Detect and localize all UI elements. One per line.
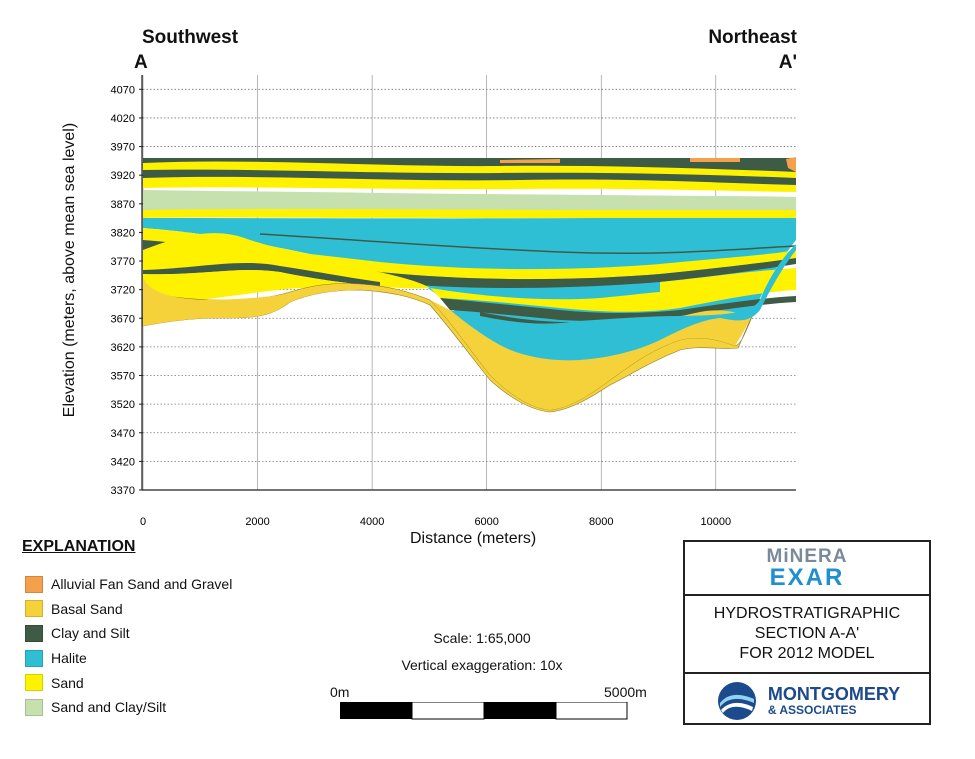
stratigraphic-layers [142,157,797,413]
figure-title-line2: SECTION A-A' [754,625,860,642]
client-name-top: MiNERA [766,545,848,567]
layer-clay-in-halite [259,233,797,255]
legend-item: Halite [25,646,232,671]
explanation-title: EXPLANATION [22,538,136,555]
y-tick-label: 3670 [111,313,135,325]
consultant-subname: & ASSOCIATES [767,702,857,717]
layer-basal-sand-west [143,278,360,326]
legend-label: Alluvial Fan Sand and Gravel [51,576,233,593]
scale-bar-segment [411,702,485,720]
wave-logo-icon [717,681,756,720]
layer-clay-central [440,296,796,322]
y-axis-label: Elevation (meters, above mean sea level) [61,122,78,418]
x-tick-label: 6000 [474,516,498,528]
layer-sand-mid [143,209,796,219]
layer-sand-in-halite [143,228,796,280]
y-tick-label: 3970 [111,142,135,154]
y-tick-label: 3720 [111,285,135,297]
y-tick-label: 3470 [111,428,135,440]
legend-swatch [25,698,43,716]
layer-halite-deep [450,244,796,361]
layer-sand-clay-silt [143,190,796,212]
endpoint-a-label: A [134,52,148,73]
layer-clay-basin-floor [480,312,570,324]
vertical-exaggeration-text: Vertical exaggeration: 10x [401,657,563,673]
northeast-label: Northeast [708,27,797,48]
y-tick-label: 4020 [111,113,135,125]
legend-swatch [25,600,43,618]
legend-swatch [25,624,43,642]
x-tick-label: 8000 [589,516,613,528]
legend-label: Halite [51,650,87,667]
y-tick-labels: 4070 4020 3970 3920 3870 3820 3770 3720 3670 3620… [111,84,143,497]
scale-bar-segment [484,702,556,719]
consultant-logo: MONTGOMERY & ASSOCIATES [685,674,929,727]
client-logo: MiNERA EXAR [685,542,929,596]
legend-label: Basal Sand [51,600,123,617]
y-tick-label: 4070 [111,84,135,96]
legend-label: Sand and Clay/Silt [51,699,167,716]
x-tick-label: 0 [140,516,146,528]
figure-title-line1: HYDROSTRATIGRAPHIC [713,605,901,622]
legend-item: Sand and Clay/Silt [25,695,232,720]
legend-item: Alluvial Fan Sand and Gravel [25,572,232,597]
legend-label: Sand [51,674,84,691]
layer-clay-west [143,262,380,286]
legend-item: Basal Sand [25,597,232,622]
layer-sand-west-lower [143,270,380,300]
scale-bar-start-label: 0m [330,684,350,700]
y-tick-label: 3520 [111,399,135,411]
x-tick-labels: 0 2000 4000 6000 8000 10000 [140,516,731,528]
consultant-name: MONTGOMERY [767,683,901,704]
figure-title: HYDROSTRATIGRAPHIC SECTION A-A' FOR 2012… [685,596,929,674]
layer-sand-east [660,268,796,296]
y-tick-label: 3370 [111,485,135,497]
endpoint-a-prime-label: A' [778,52,797,73]
legend-item: Sand [25,670,232,695]
title-block: MiNERA EXAR HYDROSTRATIGRAPHIC SECTION A… [683,540,931,725]
y-tick-label: 3820 [111,227,135,239]
scale-bar-segment [340,702,412,719]
y-tick-label: 3620 [111,342,135,354]
legend-swatch [25,674,43,692]
scale-bar [340,702,628,720]
layer-sand-upper-2 [143,176,796,192]
x-tick-label: 10000 [701,516,732,528]
legend-label: Clay and Silt [51,625,130,642]
client-name-bottom: EXAR [769,563,845,591]
y-tick-label: 3770 [111,256,135,268]
y-tick-label: 3420 [111,456,135,468]
layer-alluvial-fan [500,157,796,172]
southwest-label: Southwest [142,27,239,48]
x-tick-label: 2000 [245,516,269,528]
layer-clay-lower [143,240,796,288]
figure-title-line3: FOR 2012 MODEL [739,645,875,662]
legend-swatch [25,575,43,593]
scale-bar-end-label: 5000m [604,684,647,700]
y-tick-label: 3870 [111,199,135,211]
scale-bar-segment [555,702,628,720]
cross-section-plot: 4070 4020 3970 3920 3870 3820 3770 3720 3670 3620… [111,75,797,528]
scale-text: Scale: 1:65,000 [433,630,531,646]
legend: Alluvial Fan Sand and Gravel Basal Sand … [25,572,232,720]
x-tick-label: 4000 [360,516,384,528]
legend-swatch [25,649,43,667]
legend-item: Clay and Silt [25,621,232,646]
y-tick-label: 3920 [111,170,135,182]
y-tick-label: 3570 [111,371,135,383]
x-axis-label: Distance (meters) [410,530,537,547]
layer-sand-upper [143,161,796,178]
